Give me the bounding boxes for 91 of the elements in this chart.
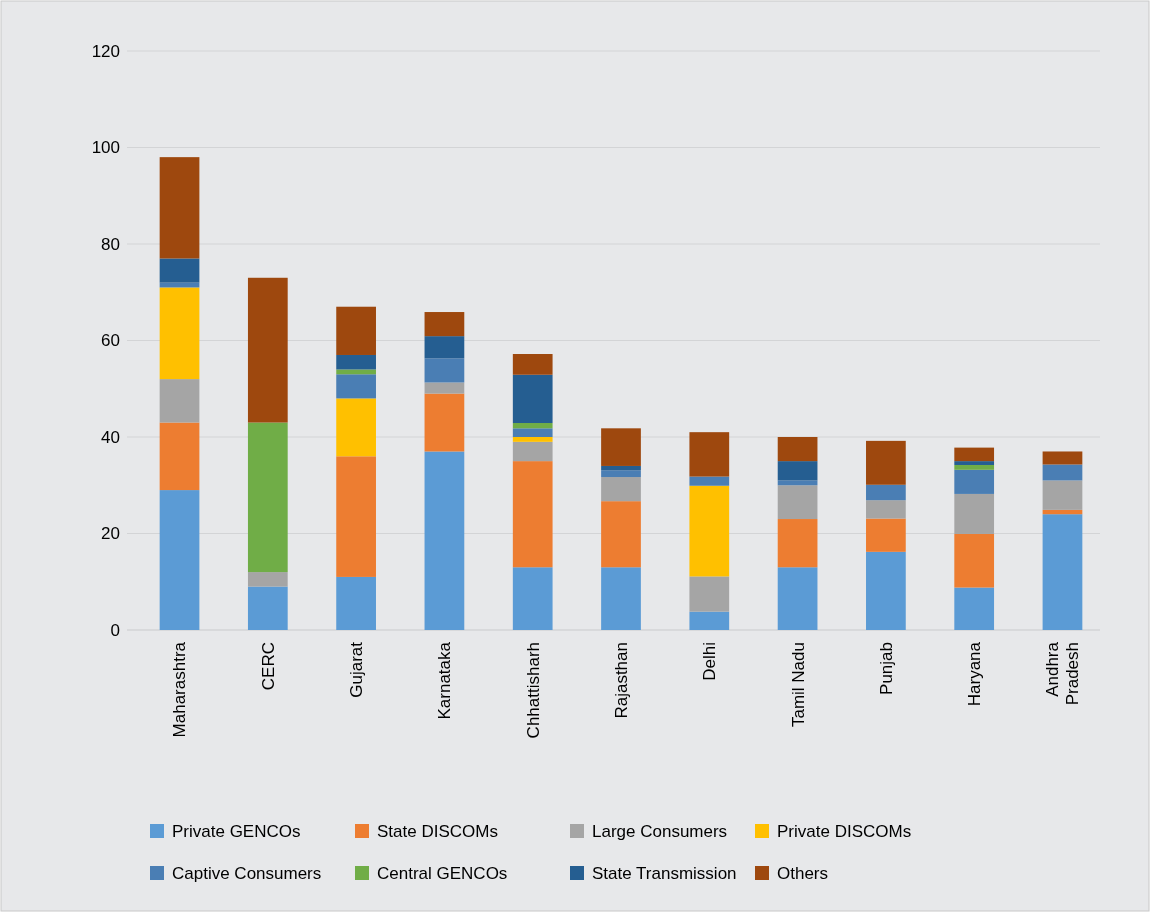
bar [247,277,288,423]
bar [777,519,818,568]
bar [336,456,376,577]
bar [512,354,553,375]
legend-label: State Transmission [592,863,737,883]
bar [1042,514,1083,630]
bar [247,586,288,630]
bar [954,464,995,470]
bar [689,576,730,612]
legend-label: Captive Consumers [172,863,322,883]
x-tick-label: Andhra Pradesh [1043,641,1083,706]
bar [336,576,376,630]
bar [512,567,553,630]
bar [777,461,818,481]
bar [601,470,641,478]
y-tick-label: 40 [101,427,120,447]
bar [424,358,465,383]
bar [424,451,465,630]
bar [954,493,995,534]
bar [336,369,376,375]
bar [247,572,288,587]
bar [601,477,641,502]
bar [777,437,818,462]
bar [159,258,200,283]
bar [424,312,465,337]
bar [424,382,465,394]
bar [866,551,906,630]
bar [954,469,995,494]
x-tick-label: Maharashtra [170,641,190,738]
bar [777,480,818,486]
bar [866,500,906,519]
bar [247,422,288,573]
bar [601,567,641,630]
bar [1042,509,1083,515]
bar [336,306,376,355]
legend-label: Others [777,863,829,883]
bar [866,440,906,485]
bar [954,587,995,630]
bar [336,354,376,370]
x-tick-label: Tamil Nadu [788,642,808,728]
bar [512,461,553,568]
bar [512,428,553,437]
x-tick-label: Delhi [700,642,720,681]
bar [1042,480,1083,510]
x-tick-label: Haryana [965,641,985,707]
bar [777,567,818,630]
bar [777,485,818,520]
bar [954,533,995,588]
bar [512,441,553,462]
bar [336,374,376,399]
bar [512,374,553,424]
x-tick-label: CERC [258,642,278,691]
legend-label: Private GENCOs [172,821,301,841]
y-tick-label: 20 [101,524,120,544]
legend-label: Large Consumers [592,821,728,841]
bar [689,476,730,486]
x-tick-label: Karnataka [435,641,455,720]
legend-label: Central GENCOs [377,863,508,883]
bar [1042,451,1083,465]
bar [601,501,641,568]
x-tick-label: Chhattisharh [523,642,543,739]
bar [159,287,200,380]
bar [424,393,465,452]
bar [512,423,553,429]
bar [336,398,376,457]
bar [512,437,553,442]
bar [689,611,730,630]
bar [601,465,641,471]
bar [159,422,200,491]
bar [866,518,906,552]
y-tick-label: 0 [110,620,120,640]
bar [954,461,995,465]
bar [1042,464,1083,481]
bar [954,447,995,462]
bar [159,379,200,423]
bar [689,485,730,577]
bar [424,336,465,359]
y-tick-label: 120 [91,41,120,61]
x-tick-label: Punjab [876,642,896,695]
bar [866,484,906,501]
legend-label: State DISCOMs [377,821,498,841]
bar [601,428,641,466]
x-tick-label: Gujarat [347,641,367,698]
bar [689,432,730,477]
y-tick-label: 60 [101,331,120,351]
legend-label: Private DISCOMs [777,821,912,841]
x-tick-label: Rajasthan [611,642,631,719]
y-tick-label: 80 [101,234,120,254]
y-tick-label: 100 [91,138,120,158]
bar [159,490,200,630]
bar [159,157,200,259]
